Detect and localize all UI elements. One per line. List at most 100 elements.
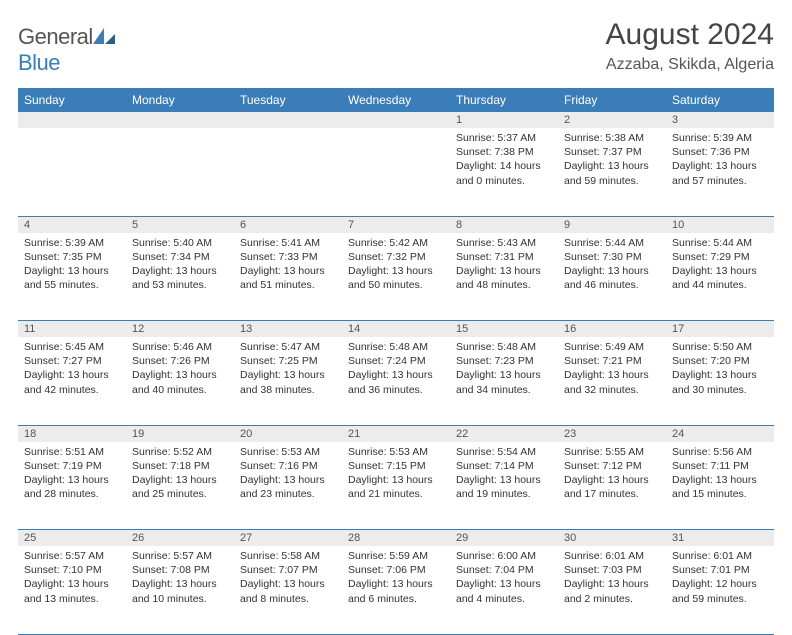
- day-header-tuesday: Tuesday: [234, 88, 342, 112]
- sunrise-text: Sunrise: 5:43 AM: [456, 236, 552, 250]
- sunrise-text: Sunrise: 5:38 AM: [564, 131, 660, 145]
- month-title: August 2024: [606, 18, 774, 52]
- daynum-cell: 13: [234, 321, 342, 338]
- daynum-cell: 17: [666, 321, 774, 338]
- daynum-cell: 28: [342, 530, 450, 547]
- day-cell: Sunrise: 5:57 AMSunset: 7:08 PMDaylight:…: [126, 546, 234, 634]
- sunset-text: Sunset: 7:35 PM: [24, 250, 120, 264]
- daynum-cell: 6: [234, 216, 342, 233]
- day-details: Sunrise: 5:58 AMSunset: 7:07 PMDaylight:…: [234, 546, 342, 606]
- daynum-cell: 29: [450, 530, 558, 547]
- daylight-text: Daylight: 13 hours and 28 minutes.: [24, 473, 120, 501]
- empty-day: [342, 112, 450, 128]
- day-cell: [234, 128, 342, 216]
- day-number: 24: [666, 426, 774, 442]
- day-cell: Sunrise: 5:49 AMSunset: 7:21 PMDaylight:…: [558, 337, 666, 425]
- day-details: Sunrise: 5:41 AMSunset: 7:33 PMDaylight:…: [234, 233, 342, 293]
- daynum-cell: 26: [126, 530, 234, 547]
- sunrise-text: Sunrise: 6:01 AM: [672, 549, 768, 563]
- sunrise-text: Sunrise: 5:48 AM: [348, 340, 444, 354]
- daynum-cell: 8: [450, 216, 558, 233]
- brand-text: GeneralBlue: [18, 24, 115, 76]
- sunrise-text: Sunrise: 5:40 AM: [132, 236, 228, 250]
- day-cell: Sunrise: 5:43 AMSunset: 7:31 PMDaylight:…: [450, 233, 558, 321]
- sunset-text: Sunset: 7:01 PM: [672, 563, 768, 577]
- day-header-friday: Friday: [558, 88, 666, 112]
- day-cell: Sunrise: 5:57 AMSunset: 7:10 PMDaylight:…: [18, 546, 126, 634]
- daylight-text: Daylight: 13 hours and 50 minutes.: [348, 264, 444, 292]
- sunrise-text: Sunrise: 5:55 AM: [564, 445, 660, 459]
- sunset-text: Sunset: 7:27 PM: [24, 354, 120, 368]
- day-cell: Sunrise: 5:38 AMSunset: 7:37 PMDaylight:…: [558, 128, 666, 216]
- day-cell: Sunrise: 5:53 AMSunset: 7:15 PMDaylight:…: [342, 442, 450, 530]
- sunset-text: Sunset: 7:10 PM: [24, 563, 120, 577]
- day-number: 20: [234, 426, 342, 442]
- sunset-text: Sunset: 7:14 PM: [456, 459, 552, 473]
- sunset-text: Sunset: 7:23 PM: [456, 354, 552, 368]
- day-details: Sunrise: 5:51 AMSunset: 7:19 PMDaylight:…: [18, 442, 126, 502]
- daynum-cell: 24: [666, 425, 774, 442]
- daynum-cell: 7: [342, 216, 450, 233]
- daynum-cell: 27: [234, 530, 342, 547]
- daynum-cell: 30: [558, 530, 666, 547]
- daynum-cell: [126, 112, 234, 128]
- day-number: 17: [666, 321, 774, 337]
- sunrise-text: Sunrise: 5:44 AM: [672, 236, 768, 250]
- sunrise-text: Sunrise: 5:57 AM: [132, 549, 228, 563]
- sunrise-text: Sunrise: 5:57 AM: [24, 549, 120, 563]
- daylight-text: Daylight: 13 hours and 15 minutes.: [672, 473, 768, 501]
- daylight-text: Daylight: 13 hours and 48 minutes.: [456, 264, 552, 292]
- sunrise-text: Sunrise: 5:45 AM: [24, 340, 120, 354]
- day-cell: Sunrise: 5:42 AMSunset: 7:32 PMDaylight:…: [342, 233, 450, 321]
- sunset-text: Sunset: 7:07 PM: [240, 563, 336, 577]
- week-0-daynum-row: 123: [18, 112, 774, 128]
- sunrise-text: Sunrise: 5:58 AM: [240, 549, 336, 563]
- day-cell: Sunrise: 5:54 AMSunset: 7:14 PMDaylight:…: [450, 442, 558, 530]
- daylight-text: Daylight: 13 hours and 42 minutes.: [24, 368, 120, 396]
- daylight-text: Daylight: 13 hours and 55 minutes.: [24, 264, 120, 292]
- week-4-daynum-row: 25262728293031: [18, 530, 774, 547]
- sunset-text: Sunset: 7:19 PM: [24, 459, 120, 473]
- week-1-content-row: Sunrise: 5:39 AMSunset: 7:35 PMDaylight:…: [18, 233, 774, 321]
- sunrise-text: Sunrise: 5:49 AM: [564, 340, 660, 354]
- day-cell: Sunrise: 5:51 AMSunset: 7:19 PMDaylight:…: [18, 442, 126, 530]
- day-number: 28: [342, 530, 450, 546]
- day-details: Sunrise: 5:59 AMSunset: 7:06 PMDaylight:…: [342, 546, 450, 606]
- day-details: Sunrise: 5:50 AMSunset: 7:20 PMDaylight:…: [666, 337, 774, 397]
- sunrise-text: Sunrise: 5:48 AM: [456, 340, 552, 354]
- day-number: 6: [234, 217, 342, 233]
- day-cell: Sunrise: 6:01 AMSunset: 7:03 PMDaylight:…: [558, 546, 666, 634]
- daynum-cell: [342, 112, 450, 128]
- day-cell: Sunrise: 5:48 AMSunset: 7:23 PMDaylight:…: [450, 337, 558, 425]
- day-details: Sunrise: 5:52 AMSunset: 7:18 PMDaylight:…: [126, 442, 234, 502]
- daylight-text: Daylight: 13 hours and 36 minutes.: [348, 368, 444, 396]
- brand-part1: General: [18, 24, 93, 49]
- week-0-content-row: Sunrise: 5:37 AMSunset: 7:38 PMDaylight:…: [18, 128, 774, 216]
- sunset-text: Sunset: 7:25 PM: [240, 354, 336, 368]
- day-details: Sunrise: 5:45 AMSunset: 7:27 PMDaylight:…: [18, 337, 126, 397]
- daylight-text: Daylight: 13 hours and 23 minutes.: [240, 473, 336, 501]
- week-3-content-row: Sunrise: 5:51 AMSunset: 7:19 PMDaylight:…: [18, 442, 774, 530]
- brand-logo: GeneralBlue: [18, 18, 115, 76]
- sunset-text: Sunset: 7:26 PM: [132, 354, 228, 368]
- day-number: 12: [126, 321, 234, 337]
- daynum-cell: [18, 112, 126, 128]
- day-details: Sunrise: 5:38 AMSunset: 7:37 PMDaylight:…: [558, 128, 666, 188]
- daylight-text: Daylight: 13 hours and 57 minutes.: [672, 159, 768, 187]
- day-cell: Sunrise: 5:56 AMSunset: 7:11 PMDaylight:…: [666, 442, 774, 530]
- daynum-cell: 3: [666, 112, 774, 128]
- sunset-text: Sunset: 7:31 PM: [456, 250, 552, 264]
- sunset-text: Sunset: 7:16 PM: [240, 459, 336, 473]
- sunrise-text: Sunrise: 5:47 AM: [240, 340, 336, 354]
- empty-day: [18, 112, 126, 128]
- sunrise-text: Sunrise: 5:53 AM: [348, 445, 444, 459]
- daylight-text: Daylight: 14 hours and 0 minutes.: [456, 159, 552, 187]
- daylight-text: Daylight: 13 hours and 40 minutes.: [132, 368, 228, 396]
- daylight-text: Daylight: 13 hours and 6 minutes.: [348, 577, 444, 605]
- daynum-cell: 5: [126, 216, 234, 233]
- daylight-text: Daylight: 13 hours and 2 minutes.: [564, 577, 660, 605]
- daylight-text: Daylight: 13 hours and 34 minutes.: [456, 368, 552, 396]
- sunset-text: Sunset: 7:03 PM: [564, 563, 660, 577]
- daynum-cell: 1: [450, 112, 558, 128]
- day-header-saturday: Saturday: [666, 88, 774, 112]
